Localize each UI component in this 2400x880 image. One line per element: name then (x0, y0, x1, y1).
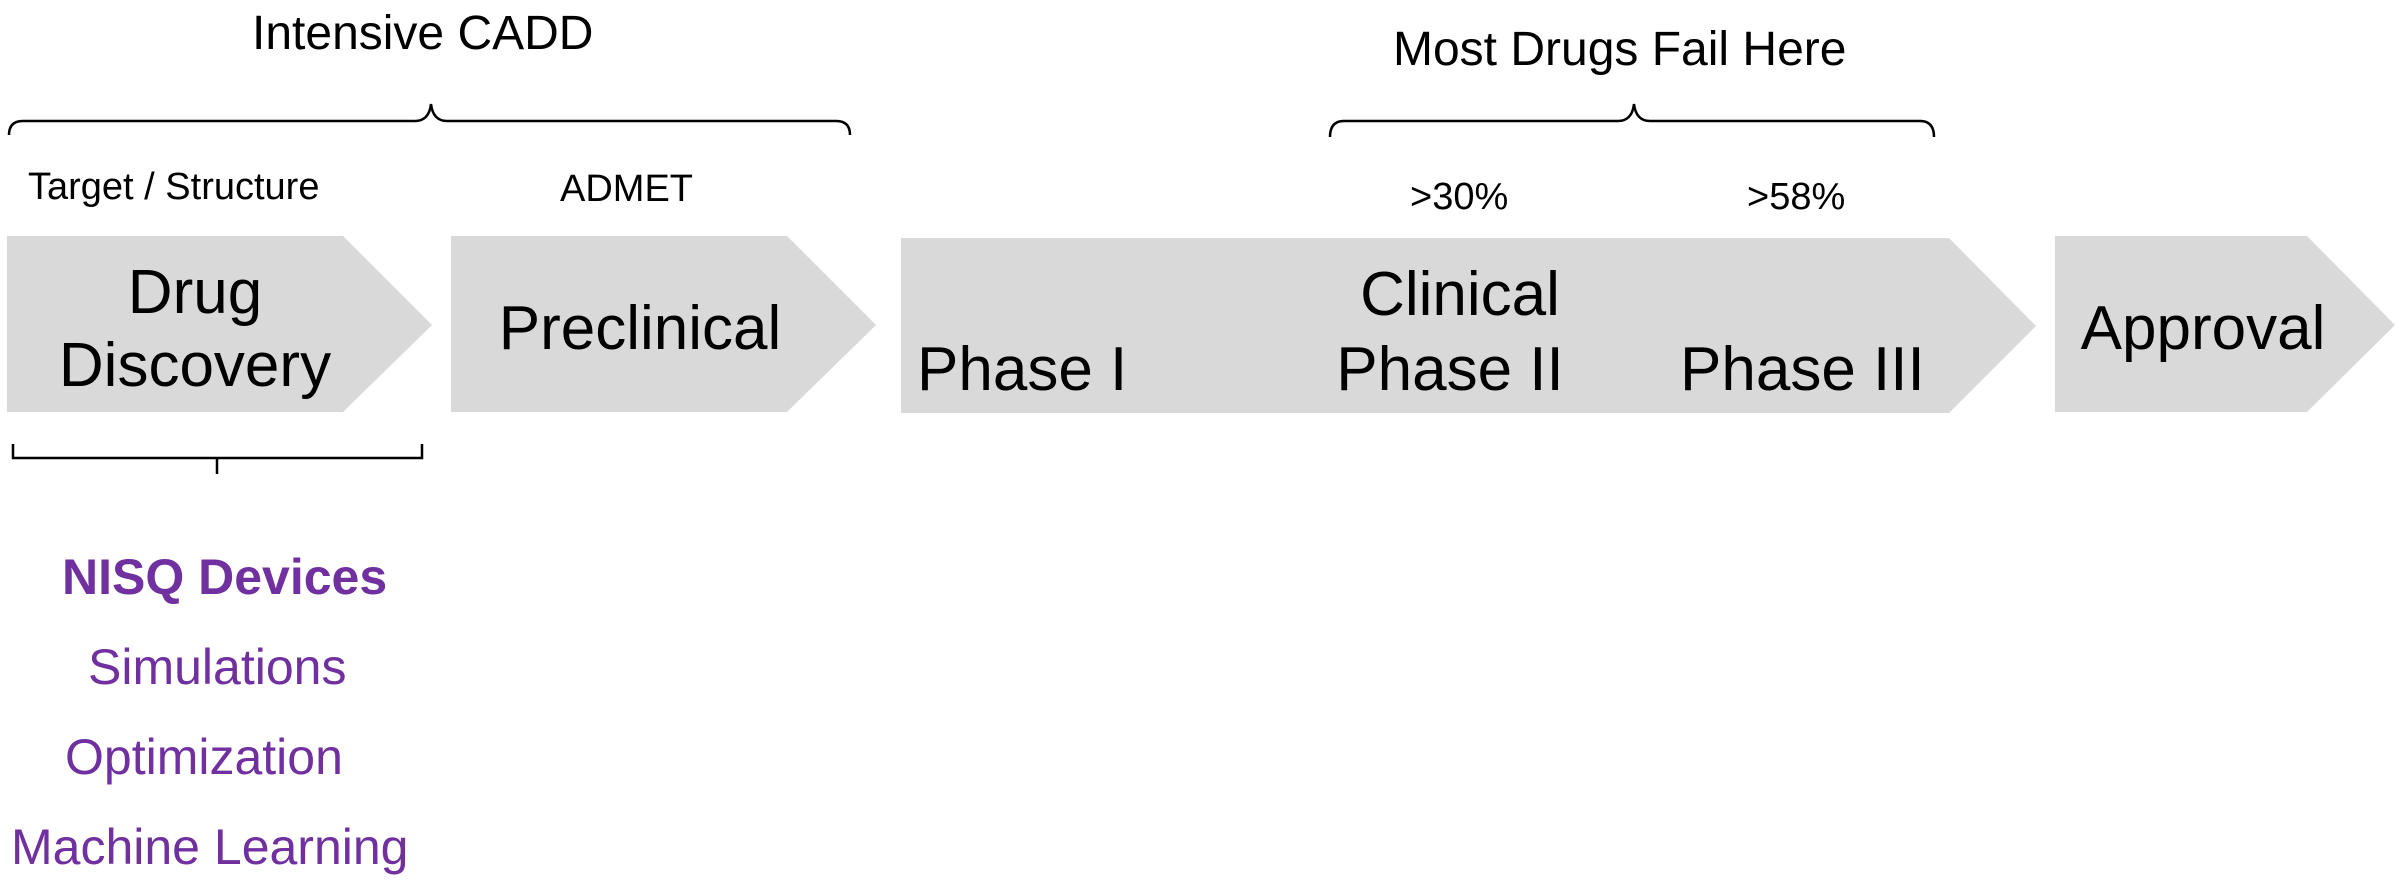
phase2-failure-rate: >30% (1410, 176, 1509, 218)
most-drugs-fail-label: Most Drugs Fail Here (1393, 23, 1847, 76)
drug-discovery-arrow (7, 236, 432, 412)
intensive-cadd-bracket (7, 103, 852, 136)
drug-discovery-line1: Drug (127, 258, 263, 327)
phase1-label: Phase I (917, 335, 1128, 404)
drug-discovery-label: Drug Discovery (30, 256, 360, 402)
simulations-item: Simulations (88, 639, 347, 695)
optimization-item: Optimization (65, 729, 343, 785)
drug-discovery-line2: Discovery (58, 331, 332, 401)
machine-learning-item: Machine Learning (11, 819, 409, 875)
phase3-failure-rate: >58% (1747, 176, 1846, 218)
clinical-arrow (901, 238, 2036, 413)
clinical-label: Clinical (1360, 260, 1560, 329)
phase2-label: Phase II (1336, 335, 1564, 404)
nisq-devices-heading: NISQ Devices (62, 549, 388, 605)
target-structure-label: Target / Structure (28, 166, 320, 208)
approval-label: Approval (2080, 294, 2326, 363)
preclinical-arrow (451, 236, 876, 412)
intensive-cadd-label: Intensive CADD (252, 7, 594, 60)
preclinical-label: Preclinical (498, 294, 782, 363)
drug-discovery-bracket (11, 444, 424, 474)
admet-label: ADMET (560, 168, 693, 210)
phase3-label: Phase III (1680, 335, 1925, 404)
most-drugs-fail-bracket (1328, 103, 1936, 138)
approval-arrow (2055, 236, 2395, 412)
